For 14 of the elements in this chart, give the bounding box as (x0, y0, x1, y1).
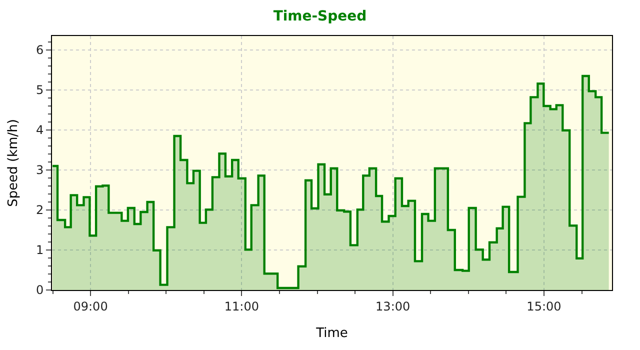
y-tick-label: 3 (36, 163, 44, 178)
x-tick-label: 15:00 (526, 299, 562, 314)
y-tick-label: 4 (36, 123, 44, 138)
y-axis-title: Speed (km/h) (6, 119, 21, 207)
x-tick-label: 11:00 (224, 299, 259, 314)
x-axis-title: Time (315, 326, 348, 341)
y-tick-label: 6 (36, 43, 44, 58)
y-tick-label: 0 (36, 283, 44, 298)
y-tick-label: 1 (36, 243, 44, 258)
x-tick-label: 13:00 (376, 299, 410, 314)
chart-title: Time-Speed (273, 8, 367, 24)
y-tick-label: 2 (36, 203, 44, 218)
y-tick-label: 5 (36, 83, 44, 98)
x-tick-label: 09:00 (73, 299, 108, 314)
